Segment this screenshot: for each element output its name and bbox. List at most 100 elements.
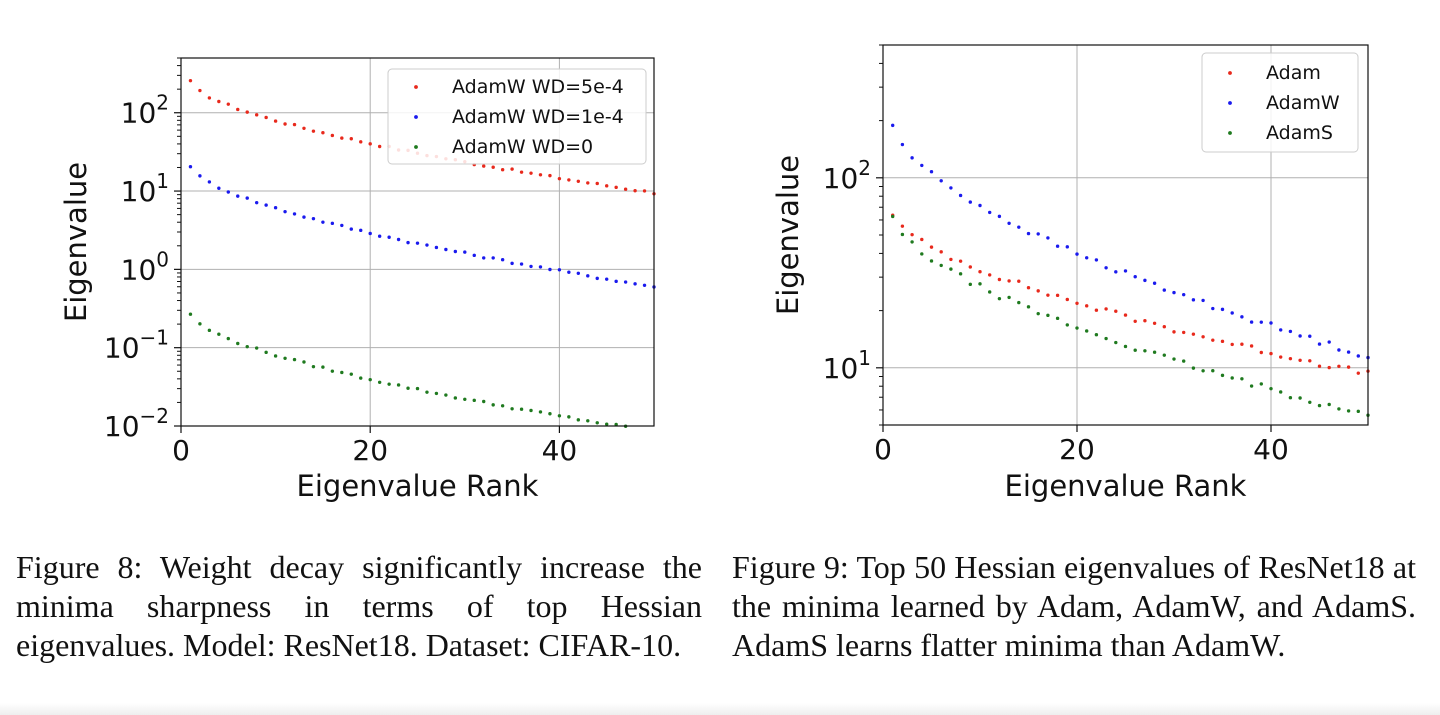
data-point: [605, 422, 609, 426]
data-point: [633, 188, 637, 193]
data-point: [997, 296, 1002, 301]
data-point: [1026, 305, 1031, 309]
data-point: [595, 421, 599, 425]
data-point: [605, 184, 609, 188]
data-point: [292, 122, 297, 127]
data-point: [415, 241, 420, 245]
data-point: [510, 167, 514, 171]
data-point: [425, 243, 429, 247]
data-point: [949, 267, 953, 271]
data-point: [1182, 330, 1186, 335]
data-point: [949, 186, 953, 190]
data-point: [1133, 319, 1137, 324]
data-point: [900, 224, 905, 228]
data-point: [1123, 344, 1128, 349]
data-point: [406, 240, 410, 245]
data-point: [198, 322, 202, 326]
data-point: [1152, 350, 1157, 354]
data-point: [1133, 348, 1137, 352]
data-point: [614, 185, 618, 190]
data-point: [236, 107, 240, 112]
data-point: [1065, 323, 1069, 327]
data-point: [538, 173, 543, 177]
axes-frame: [180, 57, 655, 427]
data-point: [264, 350, 268, 355]
data-point: [453, 396, 458, 400]
x-tick-label: 0: [172, 434, 190, 467]
legend-label: Adam: [1266, 62, 1321, 84]
data-point: [958, 259, 963, 263]
data-point: [548, 412, 552, 416]
data-point: [1123, 313, 1128, 317]
data-point: [548, 173, 552, 178]
data-point: [900, 232, 905, 237]
data-point: [510, 261, 514, 266]
data-point: [1298, 358, 1302, 362]
data-point: [340, 136, 344, 140]
data-point: [1046, 293, 1050, 297]
data-point: [387, 235, 391, 239]
data-point: [1191, 366, 1196, 370]
data-point: [1085, 256, 1089, 260]
data-point: [226, 336, 230, 341]
data-point: [198, 174, 202, 178]
data-point: [1211, 306, 1215, 311]
data-point: [1133, 275, 1137, 279]
data-point: [482, 399, 486, 404]
data-point: [510, 407, 514, 411]
data-point: [406, 386, 410, 390]
data-point: [368, 142, 372, 146]
data-point: [1036, 311, 1040, 316]
data-point: [595, 181, 599, 186]
data-point: [340, 370, 344, 375]
data-point: [633, 282, 637, 286]
data-point: [519, 170, 524, 174]
y-axis-label: Eigenvalue: [771, 155, 805, 315]
data-point: [500, 404, 505, 408]
data-point: [1094, 333, 1099, 337]
data-point: [1230, 376, 1234, 380]
legend-label: AdamW WD=1e-4: [452, 106, 624, 128]
data-point: [1172, 290, 1176, 295]
data-point: [188, 78, 193, 83]
data-point: [529, 408, 533, 413]
data-point: [519, 407, 524, 411]
data-point: [557, 268, 562, 272]
data-point: [1075, 326, 1079, 330]
data-point: [359, 228, 363, 233]
data-point: [1055, 293, 1060, 298]
x-axis-label: Eigenvalue Rank: [297, 469, 539, 503]
data-point: [1356, 371, 1360, 375]
data-point: [292, 357, 297, 362]
data-point: [1308, 359, 1312, 363]
data-point: [1007, 295, 1011, 300]
data-point: [557, 414, 562, 418]
data-point: [910, 156, 914, 160]
data-point: [576, 271, 581, 275]
data-point: [623, 280, 628, 284]
data-point: [217, 186, 221, 190]
legend-marker: [1228, 71, 1232, 75]
data-point: [997, 214, 1002, 219]
data-point: [1055, 316, 1060, 321]
data-point: [1269, 321, 1273, 325]
data-point: [1337, 407, 1341, 411]
y-tick-label: 101: [823, 346, 871, 385]
data-point: [1007, 279, 1011, 283]
data-point: [567, 178, 571, 182]
data-point: [1055, 244, 1060, 248]
page-edge: [0, 703, 1440, 715]
data-point: [1220, 373, 1225, 378]
legend-marker: [1228, 101, 1232, 105]
data-point: [1201, 335, 1205, 339]
data-point: [949, 257, 953, 262]
data-point: [500, 168, 505, 172]
data-point: [1143, 349, 1147, 353]
data-point: [254, 200, 259, 205]
data-point: [302, 360, 306, 364]
data-point: [1075, 301, 1079, 305]
data-point: [491, 165, 495, 169]
data-point: [1104, 336, 1108, 341]
x-tick-label: 0: [874, 433, 892, 466]
data-point: [425, 390, 429, 394]
